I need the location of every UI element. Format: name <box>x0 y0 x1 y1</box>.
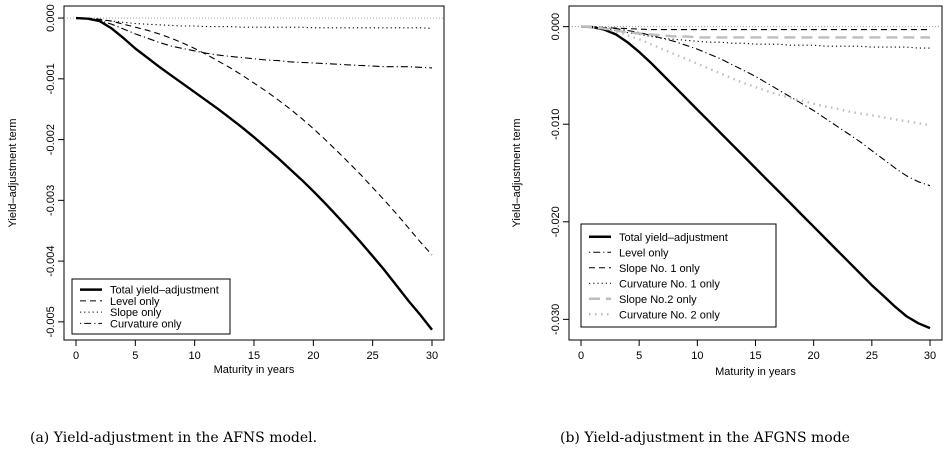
x-tick-label: 20 <box>307 350 319 362</box>
x-axis-label: Maturity in years <box>715 366 796 378</box>
legend-box <box>71 278 231 335</box>
series-line-1 <box>75 16 433 331</box>
y-tick-label: -0.003 <box>45 185 57 216</box>
x-tick-label: 15 <box>749 350 761 362</box>
legend-label: Slope No. 1 only <box>619 263 700 275</box>
x-tick-label: 5 <box>636 350 642 362</box>
x-tick-label: 5 <box>132 350 138 362</box>
y-tick-label: -0.020 <box>550 206 562 237</box>
legend-label: Slope No.2 only <box>619 294 697 306</box>
series-line-1 <box>580 25 931 330</box>
y-tick-label: -0.005 <box>45 306 57 337</box>
y-tick-label: -0.004 <box>45 245 57 276</box>
y-tick-label: 0.000 <box>45 4 57 32</box>
legend-label: Curvature No. 1 only <box>619 278 720 290</box>
x-tick-label: 25 <box>367 350 379 362</box>
series-line-6 <box>580 25 931 127</box>
panel-a: 0 5 10 15 20 25 30 0.000 -0.001 -0.002 -0.003 -0.00… <box>7 4 445 446</box>
x-axis-label: Maturity in years <box>214 364 295 376</box>
series-line-5 <box>580 25 930 39</box>
series-line-2 <box>76 17 433 256</box>
legend-label: Total yield–adjustment <box>619 232 728 244</box>
legend-label: Level only <box>110 296 160 308</box>
y-axis-label: Yield–adjustment term <box>7 118 19 227</box>
figure-caption: (a) Yield-adjustment in the AFNS model. <box>30 430 317 446</box>
y-tick-label: -0.002 <box>45 124 57 155</box>
x-tick-label: 10 <box>189 350 201 362</box>
series-line-3 <box>580 26 930 31</box>
series-line-3 <box>75 17 433 29</box>
series-line-2 <box>581 26 931 187</box>
legend-label: Slope only <box>110 307 162 319</box>
y-tick-label: -0.010 <box>550 109 562 140</box>
figure-caption: (b) Yield-adjustment in the AFGNS mode <box>560 430 850 446</box>
y-tick-label: -0.030 <box>550 304 562 335</box>
y-tick-label: 0.000 <box>550 13 562 41</box>
x-tick-label: 30 <box>426 350 438 362</box>
y-tick-label: -0.001 <box>45 63 57 94</box>
x-tick-label: 15 <box>248 350 260 362</box>
legend-label: Curvature only <box>110 318 182 330</box>
x-tick-label: 0 <box>578 350 584 362</box>
x-tick-label: 10 <box>691 350 703 362</box>
series-line-4 <box>75 17 433 69</box>
legend: Total yield–adjustment Level only Slope No… <box>580 223 777 328</box>
legend-label: Total yield–adjustment <box>110 285 219 297</box>
legend-label: Curvature No. 2 only <box>619 309 720 321</box>
x-tick-label: 30 <box>924 350 936 362</box>
x-tick-label: 25 <box>866 350 878 362</box>
legend-box <box>580 223 777 328</box>
x-tick-label: 20 <box>808 350 820 362</box>
y-axis-label: Yield–adjustment term <box>511 118 523 227</box>
legend-label: Level only <box>619 247 669 259</box>
panel-b: 0 5 10 15 20 25 30 0.000 -0.010 -0.020 -0.030 Matur… <box>511 5 943 446</box>
x-tick-label: 0 <box>73 350 79 362</box>
